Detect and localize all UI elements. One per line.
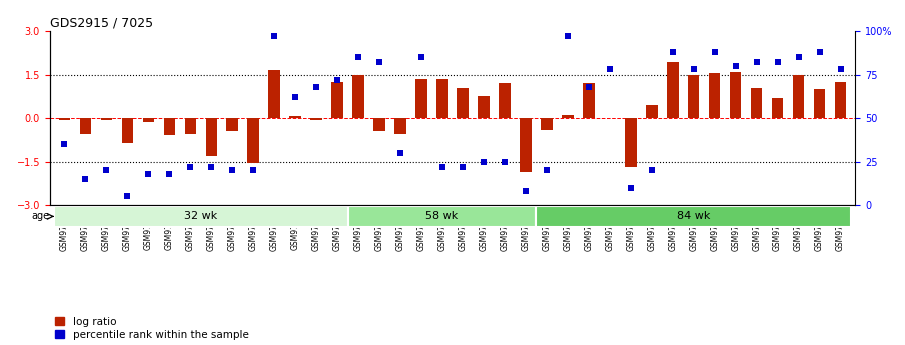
Point — [729, 63, 743, 69]
Bar — [59, 118, 71, 119]
Bar — [310, 118, 322, 120]
Bar — [164, 118, 175, 136]
Point — [330, 77, 345, 82]
Bar — [457, 88, 469, 118]
Bar — [772, 98, 784, 118]
Bar — [185, 118, 196, 134]
Point — [456, 164, 471, 169]
Point — [100, 168, 114, 173]
Point — [204, 164, 218, 169]
Bar — [290, 116, 301, 118]
Bar — [80, 118, 91, 134]
Bar — [541, 118, 553, 130]
Bar — [537, 206, 851, 227]
Bar — [520, 118, 531, 172]
Point — [539, 168, 554, 173]
Point — [246, 168, 261, 173]
Bar — [625, 118, 636, 167]
Point — [309, 84, 323, 89]
Point — [749, 60, 764, 65]
Bar — [751, 88, 762, 118]
Text: age: age — [32, 211, 50, 221]
Bar — [646, 105, 658, 118]
Bar — [247, 118, 259, 163]
Bar — [500, 83, 510, 118]
Point — [834, 67, 848, 72]
Bar — [269, 70, 280, 118]
Bar — [374, 118, 385, 131]
Point — [141, 171, 156, 177]
Point — [288, 95, 302, 100]
Point — [560, 33, 575, 39]
Point — [414, 55, 428, 60]
Bar — [352, 75, 364, 118]
Bar — [226, 118, 238, 131]
Bar — [688, 75, 700, 118]
Point — [267, 33, 281, 39]
Bar — [583, 83, 595, 118]
Bar — [54, 206, 348, 227]
Point — [393, 150, 407, 156]
Point — [225, 168, 240, 173]
Bar — [709, 73, 720, 118]
Bar — [415, 79, 427, 118]
Point — [183, 164, 197, 169]
Legend: log ratio, percentile rank within the sample: log ratio, percentile rank within the sa… — [55, 317, 249, 340]
Point — [603, 67, 617, 72]
Bar — [100, 118, 112, 120]
Bar — [205, 118, 217, 156]
Bar — [834, 82, 846, 118]
Bar — [814, 89, 825, 118]
Bar — [667, 61, 679, 118]
Point — [498, 159, 512, 164]
Point — [770, 60, 785, 65]
Point — [372, 60, 386, 65]
Point — [813, 49, 827, 55]
Point — [120, 194, 135, 199]
Point — [162, 171, 176, 177]
Bar — [331, 82, 343, 118]
Point — [791, 55, 805, 60]
Bar — [793, 75, 805, 118]
Text: 32 wk: 32 wk — [185, 211, 217, 221]
Bar — [730, 72, 741, 118]
Text: 84 wk: 84 wk — [677, 211, 710, 221]
Bar — [395, 118, 405, 134]
Bar — [121, 118, 133, 143]
Point — [624, 185, 638, 190]
Point — [582, 84, 596, 89]
Text: 58 wk: 58 wk — [425, 211, 459, 221]
Point — [78, 176, 92, 182]
Point — [519, 188, 533, 194]
Text: GDS2915 / 7025: GDS2915 / 7025 — [50, 17, 153, 30]
Bar — [562, 115, 574, 118]
Bar — [348, 206, 537, 227]
Bar — [143, 118, 154, 122]
Point — [477, 159, 491, 164]
Point — [708, 49, 722, 55]
Point — [644, 168, 659, 173]
Point — [665, 49, 680, 55]
Point — [351, 55, 366, 60]
Bar — [478, 96, 490, 118]
Point — [434, 164, 449, 169]
Point — [687, 67, 701, 72]
Point — [57, 141, 71, 147]
Bar — [436, 79, 448, 118]
